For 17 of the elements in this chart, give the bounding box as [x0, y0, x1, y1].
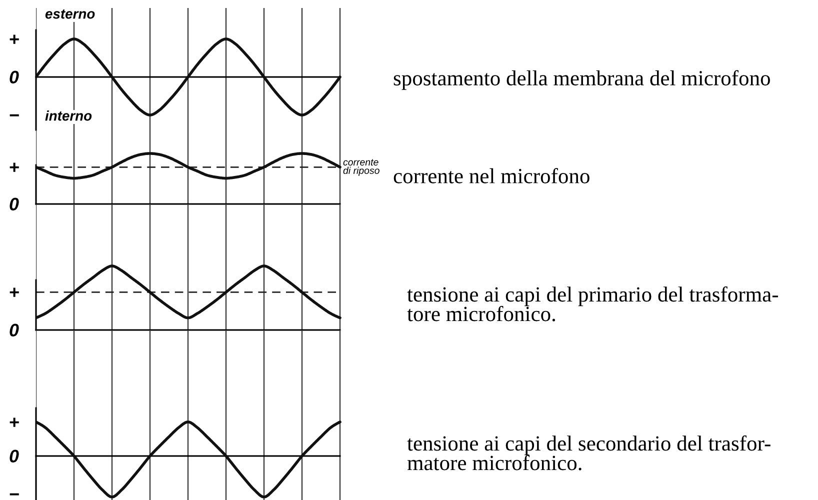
text: 0: [10, 70, 19, 84]
annotation: interno: [45, 110, 92, 121]
text: tensione ai capi del primario del trasforma- tore microfonico.: [407, 286, 778, 322]
text: −: [10, 114, 19, 116]
text: 0: [10, 324, 19, 336]
text: +: [10, 162, 19, 172]
text: spostamento della membrana del microfono: [394, 70, 770, 90]
text: tensione ai capi del secondario del trasfor- matore microfonico.: [407, 435, 770, 470]
text: +: [10, 418, 19, 427]
text: +: [10, 34, 19, 44]
text: 0: [10, 450, 19, 462]
text: esterno: [45, 10, 95, 19]
text: +: [10, 288, 19, 297]
text: 0: [10, 198, 19, 210]
text: −: [10, 493, 19, 496]
ref-line-label: corrente di riposo: [343, 159, 380, 176]
text: corrente nel microfono: [394, 168, 590, 184]
